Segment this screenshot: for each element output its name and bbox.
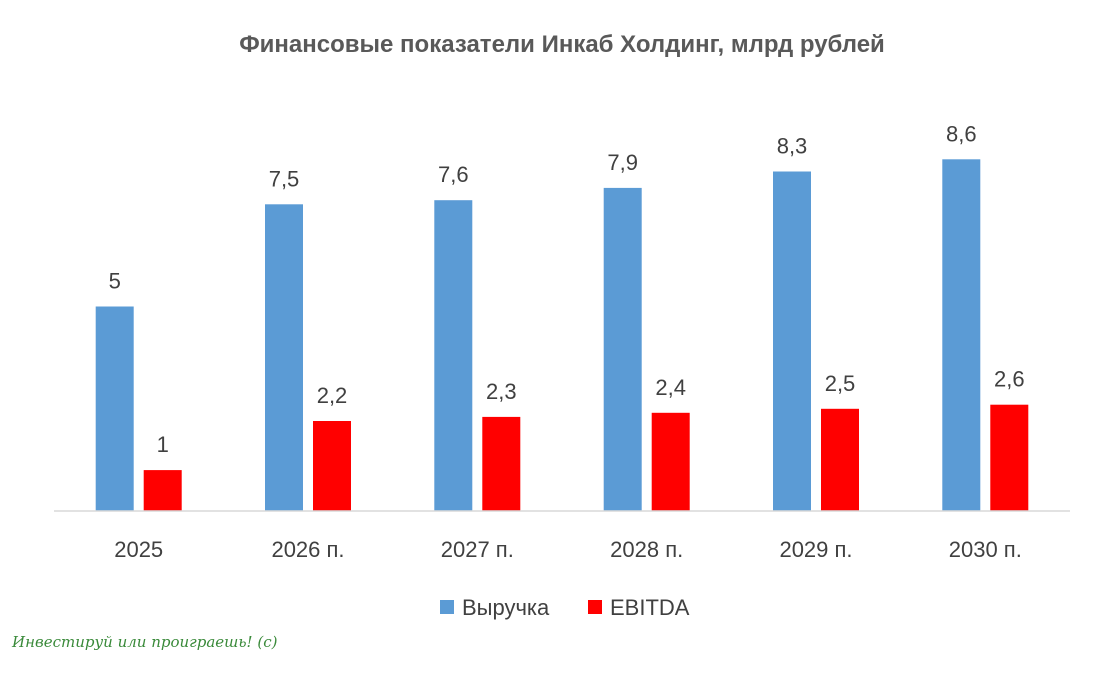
- x-tick-label: 2030 п.: [949, 537, 1022, 562]
- bar-revenue: [265, 204, 303, 512]
- watermark-text: Инвестируй или проиграешь! (с): [11, 633, 278, 651]
- data-label: 8,3: [777, 134, 808, 159]
- data-label: 2,5: [825, 371, 856, 396]
- bar-revenue: [603, 187, 642, 511]
- bar-revenue: [942, 159, 981, 512]
- data-label: 2,3: [486, 379, 517, 404]
- x-tick-label: 2026 п.: [271, 537, 344, 562]
- bar-revenue: [434, 200, 473, 511]
- data-label: 7,9: [607, 150, 638, 175]
- bar-revenue: [773, 171, 811, 511]
- x-tick-label: 2025: [114, 537, 163, 562]
- data-label: 2,4: [655, 375, 686, 400]
- x-tick-label: 2029 п.: [779, 537, 852, 562]
- legend-swatch-revenue: [440, 600, 454, 614]
- legend-swatch-ebitda: [588, 600, 602, 614]
- data-label: 1: [157, 432, 169, 457]
- chart-title: Финансовые показатели Инкаб Холдинг, млр…: [239, 31, 885, 58]
- legend-label: EBITDA: [610, 595, 690, 620]
- bars-layer: [95, 159, 1029, 512]
- x-tick-label: 2027 п.: [441, 537, 514, 562]
- legend: Выручка EBITDA: [440, 595, 690, 620]
- data-label: 7,6: [438, 162, 469, 187]
- bar-ebitda: [821, 408, 859, 512]
- data-label: 7,5: [269, 166, 300, 191]
- data-label: 8,6: [946, 121, 977, 146]
- bar-ebitda: [651, 412, 690, 511]
- data-label: 2,6: [994, 367, 1025, 392]
- bar-ebitda: [313, 421, 351, 511]
- bar-ebitda: [143, 470, 182, 511]
- x-tick-label: 2028 п.: [610, 537, 683, 562]
- bar-ebitda: [482, 416, 521, 511]
- data-label: 2,2: [317, 383, 348, 408]
- bar-revenue: [95, 306, 134, 511]
- data-label: 5: [109, 269, 121, 294]
- legend-label: Выручка: [462, 595, 550, 620]
- bar-ebitda: [990, 404, 1029, 511]
- labels-layer: 5 1 2025 7,5 2,2 2026 п. 7,6 2,3 2027 п. 7,9 2,4 20…: [109, 121, 1025, 562]
